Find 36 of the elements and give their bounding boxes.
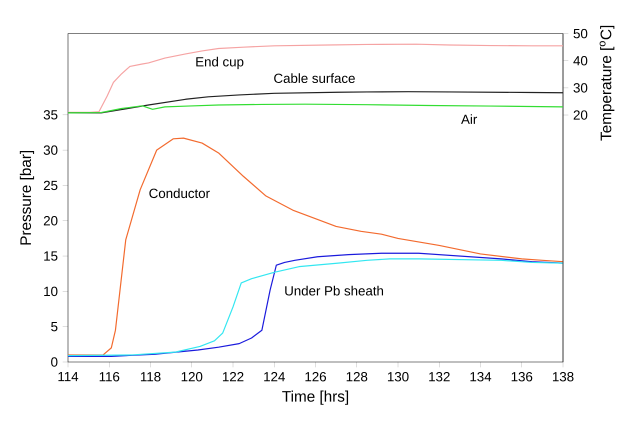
y-tick-label: 35 (44, 110, 58, 120)
x-tick-label: 128 (346, 372, 368, 382)
x-tick-label: 130 (388, 372, 409, 382)
series-label: Air (461, 114, 478, 124)
y-tick-label: 0 (51, 357, 58, 367)
y2-tick-label: 50 (574, 28, 588, 38)
series-label: Cable surface (274, 73, 355, 83)
x-tick-label: 124 (264, 372, 285, 382)
x-tick-label: 114 (58, 372, 78, 382)
series-label: Under Pb sheath (285, 286, 384, 296)
y-tick-label: 5 (51, 322, 58, 332)
x-tick-label: 132 (429, 372, 450, 382)
y-tick-label: 30 (44, 145, 58, 155)
y-tick-label: 20 (44, 216, 58, 226)
series-label: End cup (196, 56, 244, 70)
y2-tick-label: 40 (573, 56, 588, 66)
x-tick-label: 116 (100, 372, 120, 382)
x-tick-label: 136 (512, 372, 532, 382)
y-tick-label: 25 (44, 180, 58, 190)
x-tick-label: 120 (182, 372, 202, 382)
y-tick-label: 15 (44, 251, 58, 261)
x-tick-label: 134 (470, 372, 492, 382)
y-tick-label: 10 (44, 286, 58, 296)
y2-axis-title: Temperature [$^{o}$C] (600, 26, 614, 141)
series-label: Conductor (149, 188, 210, 198)
x-axis-title: Time [hrs] (282, 390, 348, 405)
line-series (67, 104, 564, 114)
y-axis-title: Pressure [bar] (20, 150, 34, 245)
line-series (67, 138, 564, 356)
x-tick-label: 138 (552, 372, 574, 382)
line-series (67, 44, 564, 113)
x-tick-label: 118 (140, 372, 161, 382)
y2-tick-label: 20 (574, 110, 588, 120)
x-tick-label: 126 (305, 372, 326, 382)
x-tick-label: 122 (222, 372, 244, 382)
y2-tick-label: 30 (574, 83, 588, 93)
